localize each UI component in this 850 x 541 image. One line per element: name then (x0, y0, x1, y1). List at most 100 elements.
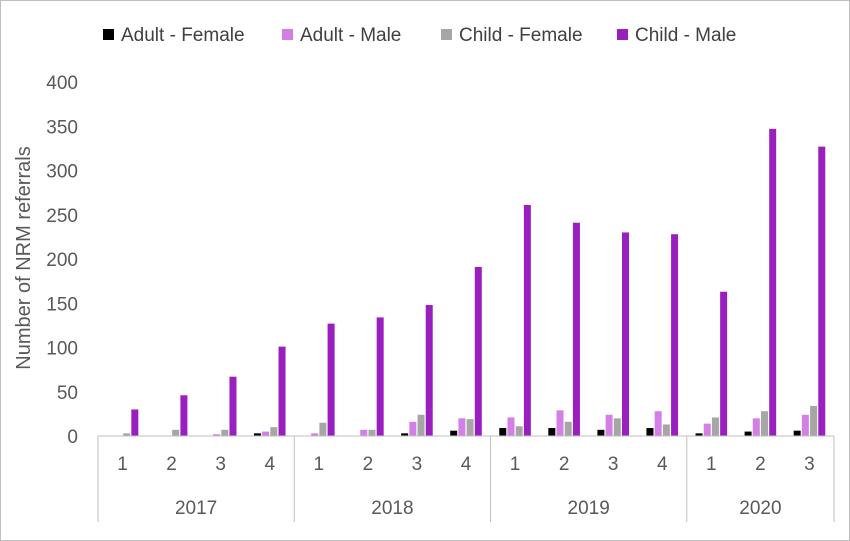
x-tick-label: 1 (706, 454, 717, 475)
x-tick-label: 3 (804, 454, 815, 475)
bar (703, 423, 711, 436)
bar (172, 429, 180, 436)
bar (720, 291, 728, 436)
bar (572, 222, 580, 436)
bar (319, 422, 327, 436)
bar (662, 424, 670, 436)
x-tick-label: 2 (166, 454, 177, 475)
legend-label: Child - Male (635, 25, 736, 46)
bar (548, 428, 556, 436)
bar (213, 434, 221, 436)
bar (613, 418, 621, 436)
bar (752, 418, 760, 436)
x-tick-label: 1 (510, 454, 521, 475)
bar (744, 431, 752, 436)
x-tick-label: 1 (314, 454, 325, 475)
y-tick-label: 300 (46, 162, 78, 183)
y-axis-ticks: 0 50 100 150 200 250 300 350 400 (46, 73, 78, 448)
bar (605, 414, 613, 436)
y-tick-label: 100 (46, 339, 78, 360)
legend-item: Adult - Male (282, 25, 401, 46)
x-tick-label: 4 (264, 454, 275, 475)
legend-swatch (103, 29, 114, 40)
x-group-label: 2018 (371, 498, 413, 519)
bar (180, 395, 188, 436)
bar (646, 428, 654, 436)
x-tick-label: 2 (755, 454, 766, 475)
y-axis-label: Number of NRM referrals (13, 146, 35, 369)
legend-label: Adult - Male (300, 25, 401, 46)
legend: Adult - Female Adult - Male Child - Female… (103, 25, 736, 46)
y-tick-label: 50 (57, 383, 78, 404)
bar (327, 323, 335, 436)
y-tick-label: 400 (46, 73, 78, 94)
bar (131, 409, 139, 436)
bar (425, 305, 433, 436)
bar (810, 405, 818, 436)
bar (801, 414, 809, 436)
bar (474, 266, 482, 436)
legend-label: Adult - Female (121, 25, 245, 46)
legend-swatch (441, 29, 452, 40)
legend-swatch (617, 29, 628, 40)
bar (270, 427, 278, 436)
legend-item: Child - Male (617, 25, 736, 46)
y-tick-label: 250 (46, 206, 78, 227)
bar (515, 426, 523, 436)
bar (221, 429, 229, 436)
bar (253, 433, 261, 436)
x-tick-label: 4 (461, 454, 472, 475)
y-tick-label: 350 (46, 117, 78, 138)
x-tick-label: 1 (117, 454, 128, 475)
bar (229, 376, 237, 436)
bar (499, 428, 507, 436)
x-group-label: 2019 (568, 498, 610, 519)
legend-item: Child - Female (441, 25, 583, 46)
y-tick-label: 150 (46, 294, 78, 315)
x-group-label: 2020 (739, 498, 781, 519)
bars (123, 128, 826, 437)
bar (671, 234, 679, 436)
bar (450, 430, 458, 436)
x-tick-label: 3 (412, 454, 423, 475)
bar (564, 421, 572, 436)
bar (409, 421, 417, 436)
bar (278, 346, 286, 436)
bar (597, 429, 605, 436)
bar (695, 433, 703, 436)
x-tick-label: 4 (657, 454, 668, 475)
x-group-label: 2017 (175, 498, 217, 519)
bar (466, 419, 474, 436)
x-tick-label: 2 (363, 454, 374, 475)
x-tick-label: 3 (215, 454, 226, 475)
y-tick-label: 200 (46, 250, 78, 271)
y-tick-label: 0 (67, 427, 78, 448)
legend-swatch (282, 29, 293, 40)
bar (818, 146, 826, 437)
x-tick-label: 2 (559, 454, 570, 475)
bar (376, 317, 384, 436)
bar (654, 411, 662, 436)
bar (360, 429, 368, 436)
legend-item: Adult - Female (103, 25, 245, 46)
bar (769, 128, 777, 436)
bar (417, 414, 425, 436)
bar (368, 429, 376, 436)
x-tick-label: 3 (608, 454, 619, 475)
bar (622, 232, 629, 436)
bar (262, 431, 270, 436)
bar (761, 411, 768, 436)
legend-label: Child - Female (459, 25, 583, 46)
bar (793, 430, 801, 436)
x-axis: 1 2 3 4 1 2 3 4 1 2 3 4 1 2 3 2017 2018 2019 2020 (97, 435, 835, 522)
bar (711, 417, 719, 436)
bar (458, 418, 466, 436)
bar (123, 433, 131, 436)
bar (507, 417, 515, 436)
bar (401, 433, 409, 436)
bar (523, 205, 531, 436)
bar (311, 433, 319, 436)
bar (556, 410, 564, 436)
